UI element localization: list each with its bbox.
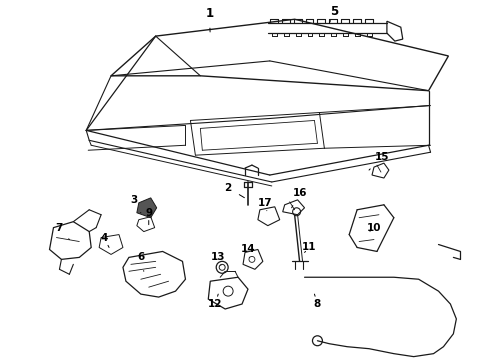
Text: 12: 12: [208, 294, 222, 309]
Text: 7: 7: [55, 222, 70, 239]
Text: 2: 2: [224, 183, 245, 198]
Text: 1: 1: [205, 7, 213, 32]
Text: 16: 16: [292, 188, 307, 208]
Text: 9: 9: [145, 208, 152, 225]
Text: 11: 11: [302, 243, 317, 252]
Text: 8: 8: [314, 294, 321, 309]
Text: 15: 15: [369, 152, 389, 170]
Text: 10: 10: [367, 222, 381, 233]
Text: 17: 17: [258, 198, 272, 211]
Polygon shape: [137, 198, 157, 218]
Text: 5: 5: [329, 5, 339, 23]
Text: 13: 13: [211, 252, 225, 265]
Text: 3: 3: [130, 195, 141, 213]
Text: 14: 14: [241, 244, 255, 257]
Text: 4: 4: [100, 233, 109, 247]
Text: 6: 6: [137, 252, 145, 271]
